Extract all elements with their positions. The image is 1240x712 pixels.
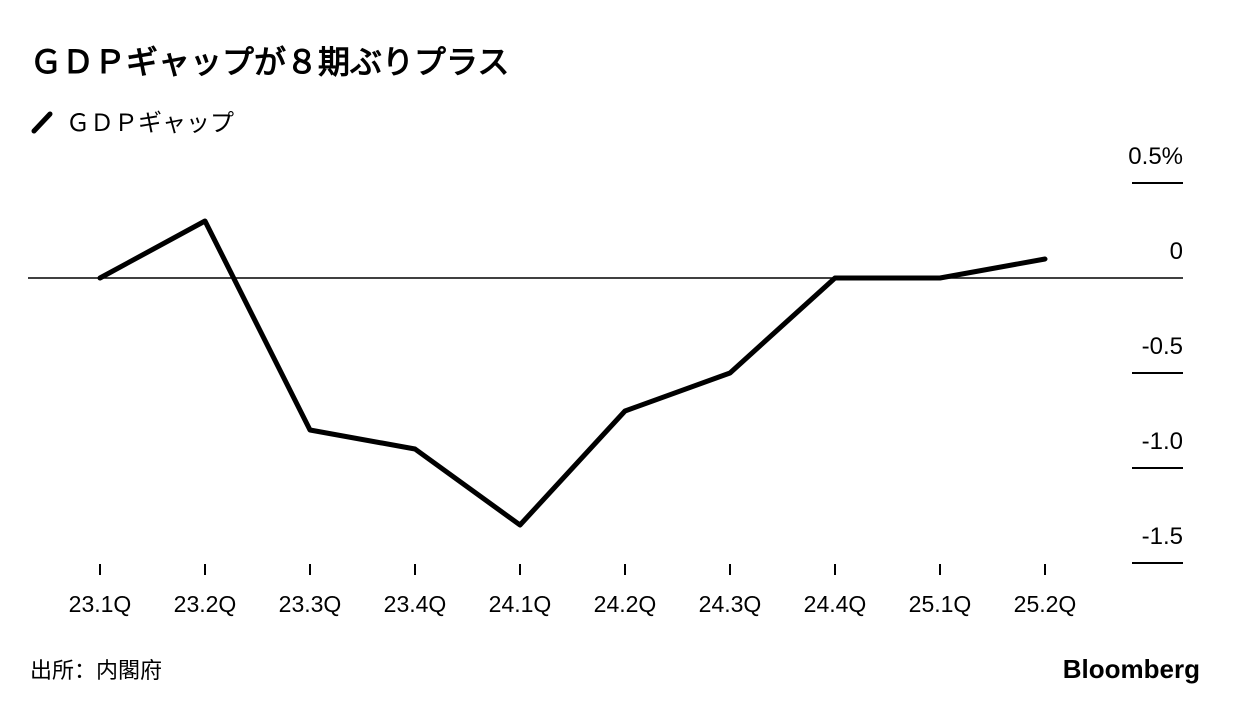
x-tick-label: 25.1Q: [909, 591, 972, 617]
x-tick-label: 23.4Q: [384, 591, 447, 617]
x-tick-label: 24.1Q: [489, 591, 552, 617]
y-tick-label: 0.5%: [1128, 143, 1183, 170]
y-tick-label: -1.0: [1142, 428, 1183, 455]
x-tick-label: 24.2Q: [594, 591, 657, 617]
data-line: [97, 218, 1048, 528]
chart-title: ＧＤＰギャップが８期ぶりプラス: [30, 44, 509, 80]
x-tick-label: 23.2Q: [174, 591, 237, 617]
legend-swatch: [31, 111, 53, 134]
x-tick-label: 24.3Q: [699, 591, 762, 617]
x-tick-label: 23.1Q: [69, 591, 132, 617]
brand: Bloomberg: [1063, 654, 1200, 684]
y-tick-label: -1.5: [1142, 523, 1183, 550]
legend-label: ＧＤＰギャップ: [66, 110, 234, 137]
x-tick-label: 25.2Q: [1014, 591, 1077, 617]
x-tick-label: 24.4Q: [804, 591, 867, 617]
y-tick-label: -0.5: [1142, 333, 1183, 360]
y-tick-label: 0: [1170, 238, 1183, 265]
source-note: 出所：内閣府: [30, 658, 162, 683]
x-tick-label: 23.3Q: [279, 591, 342, 617]
